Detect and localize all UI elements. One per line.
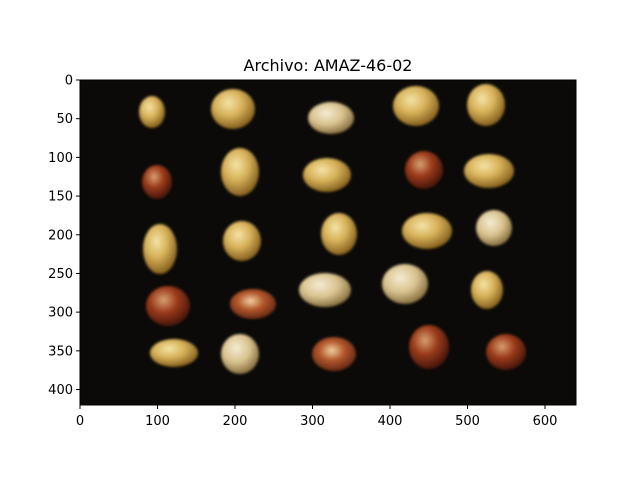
- kernel: [299, 273, 351, 307]
- figure-title: Archivo: AMAZ-46-02: [244, 56, 413, 75]
- kernel: [402, 213, 452, 249]
- kernel: [409, 325, 449, 369]
- kernel: [464, 154, 514, 188]
- x-tick-label: 200: [223, 414, 248, 429]
- kernel: [221, 148, 259, 196]
- kernel: [230, 289, 276, 319]
- kernel: [150, 339, 198, 367]
- y-tick-label: 100: [48, 151, 73, 166]
- x-axis: 0 100 200 300 400 500 600: [76, 405, 558, 429]
- x-tick-label: 600: [533, 414, 558, 429]
- y-tick-label: 350: [48, 344, 73, 359]
- x-tick-label: 0: [76, 414, 84, 429]
- kernel: [476, 210, 512, 246]
- kernel: [405, 151, 443, 189]
- kernel: [139, 96, 165, 128]
- kernel: [142, 165, 172, 199]
- x-tick-label: 500: [455, 414, 480, 429]
- kernel: [303, 158, 351, 192]
- kernel: [211, 89, 255, 129]
- kernel: [471, 271, 503, 309]
- kernel: [143, 224, 177, 274]
- kernel: [467, 84, 505, 126]
- y-tick-label: 400: [48, 383, 73, 398]
- x-tick-label: 300: [300, 414, 325, 429]
- x-tick-label: 100: [145, 414, 170, 429]
- x-tick-label: 400: [378, 414, 403, 429]
- y-tick-label: 250: [48, 267, 73, 282]
- kernel: [321, 213, 357, 255]
- kernel: [146, 286, 190, 326]
- y-tick-label: 200: [48, 228, 73, 243]
- kernel: [221, 334, 259, 374]
- y-tick-label: 300: [48, 306, 73, 321]
- kernel: [308, 102, 354, 134]
- y-axis: 0 50 100 150 200 250 300 350 400: [48, 74, 80, 398]
- kernel: [393, 86, 439, 126]
- corn-kernels-photo: [139, 84, 526, 374]
- y-tick-label: 0: [65, 74, 73, 89]
- kernel: [486, 334, 526, 370]
- y-tick-label: 50: [56, 112, 73, 127]
- axes-frame: [79, 79, 577, 406]
- kernel: [223, 221, 261, 261]
- y-tick-label: 150: [48, 190, 73, 205]
- kernel: [382, 264, 428, 304]
- kernel: [312, 337, 356, 371]
